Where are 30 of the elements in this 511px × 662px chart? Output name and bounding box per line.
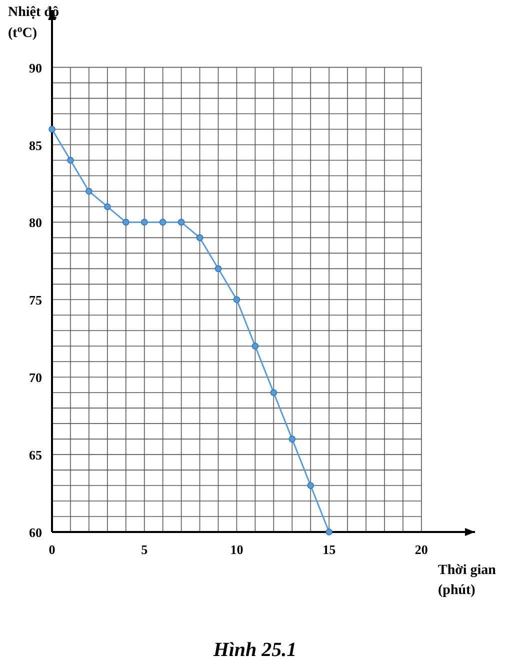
point [214, 265, 222, 272]
point [233, 296, 240, 304]
point [178, 218, 185, 226]
point [196, 234, 204, 242]
point [104, 203, 111, 210]
point [48, 126, 56, 133]
y-tick-label: 65 [29, 448, 42, 463]
point [270, 389, 278, 396]
point [326, 528, 332, 536]
point [67, 156, 74, 164]
x-tick-label: 20 [414, 542, 428, 557]
point [86, 188, 92, 195]
x-tick-label: 15 [322, 542, 336, 557]
point [252, 342, 259, 350]
y-tick-label: 60 [29, 525, 42, 540]
y-tick-label: 80 [29, 215, 42, 230]
x-tick-label: 5 [141, 542, 148, 557]
x-axis-title: Thời gian (phút) [438, 563, 496, 598]
text: Hình 25.1 [212, 639, 297, 661]
point [122, 218, 130, 226]
y-tick-label: 75 [29, 292, 42, 308]
point [288, 436, 296, 442]
point [307, 482, 314, 489]
x-tick-label: 10 [230, 542, 244, 557]
x-tick-label: 0 [48, 542, 56, 557]
y-tick-label: 70 [29, 370, 42, 386]
y-tick-label: 90 [29, 60, 42, 76]
y-tick-label: 85 [29, 138, 42, 153]
point [159, 218, 166, 226]
point [140, 218, 148, 226]
